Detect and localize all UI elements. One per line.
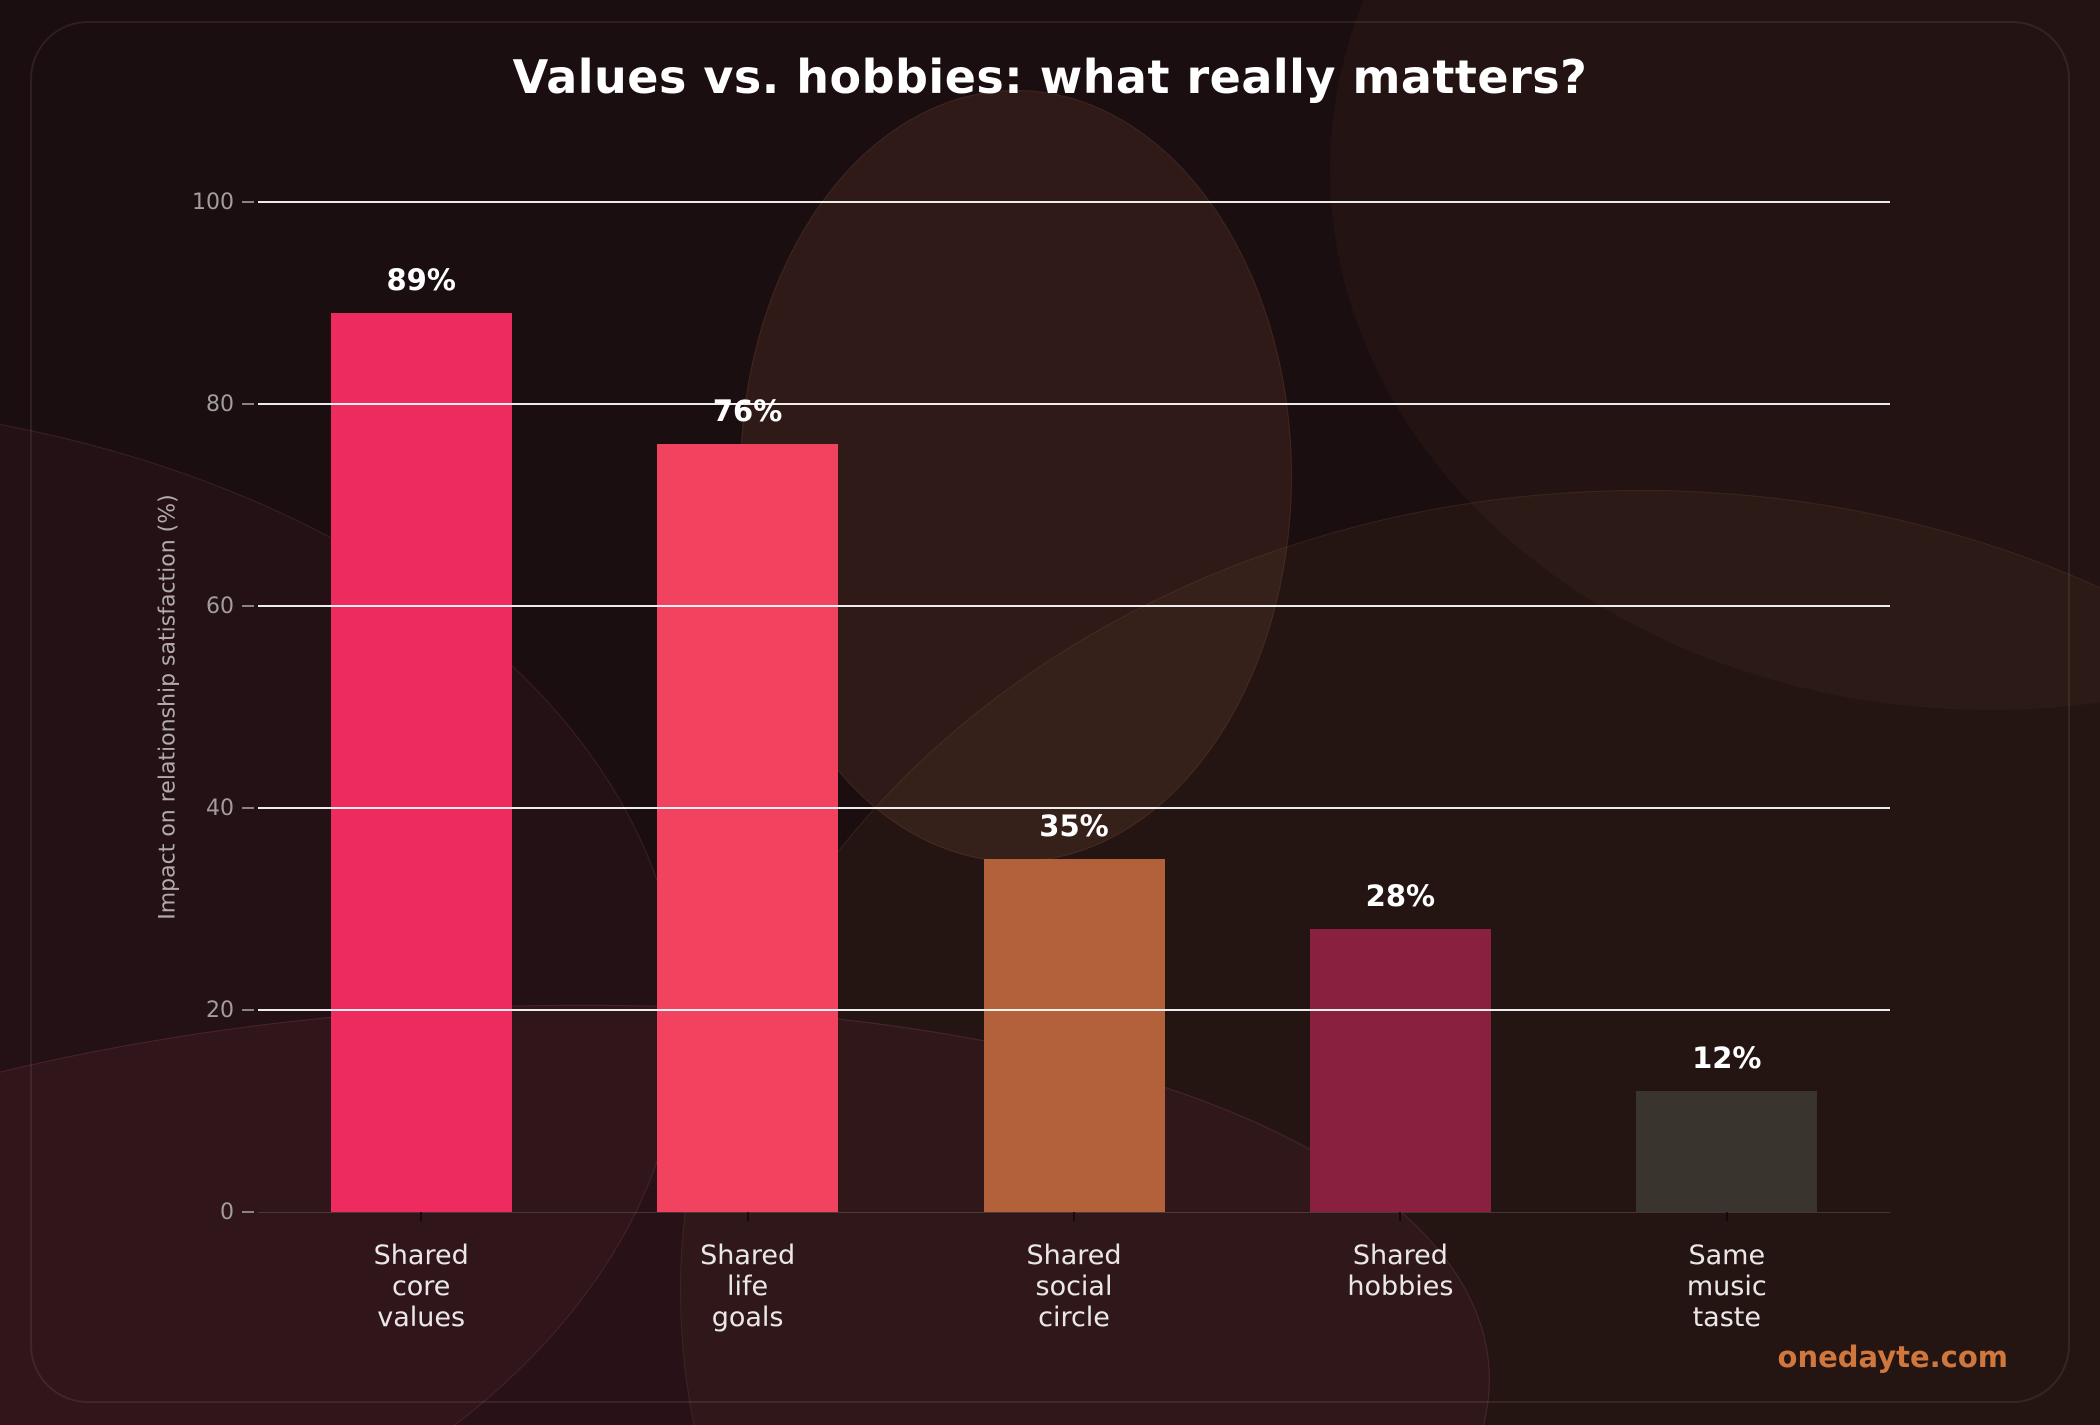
y-tick-mark (242, 201, 254, 203)
y-tick-mark (242, 1009, 254, 1011)
x-category-label-shared-hobbies: Shared hobbies (1347, 1240, 1454, 1302)
bar-value-label-shared-social-circle: 35% (1039, 808, 1109, 843)
x-tick-mark (1073, 1212, 1075, 1221)
x-tick-mark (1399, 1212, 1402, 1221)
x-category-label-shared-life-goals: Shared life goals (700, 1240, 796, 1333)
plot-area: 89% 76% 35% 28% 12% (258, 201, 1890, 1213)
x-category-label-same-music-taste: Same music taste (1686, 1240, 1767, 1333)
y-tick-label: 20 (206, 997, 234, 1023)
bar-shared-core-values (330, 313, 512, 1212)
watermark-link[interactable]: onedayte.com (1777, 1340, 2008, 1374)
chart-title: Values vs. hobbies: what really matters? (512, 50, 1588, 104)
x-tick-mark (746, 1212, 749, 1221)
y-tick-label: 80 (206, 391, 234, 417)
gridline-y-20 (258, 1009, 1890, 1011)
y-axis-label: Impact on relationship satisfaction (%) (155, 494, 181, 920)
y-tick-60: 60 (150, 593, 254, 619)
y-tick-label: 60 (206, 593, 234, 619)
y-tick-mark (242, 403, 254, 405)
bar-value-label-shared-core-values: 89% (386, 263, 456, 298)
y-tick-label: 100 (192, 189, 234, 215)
gridline-y-60 (258, 605, 1890, 607)
y-tick-mark (242, 605, 254, 607)
bar-shared-life-goals (657, 444, 839, 1212)
gridline-y-100 (258, 201, 1890, 203)
y-tick-40: 40 (150, 795, 254, 821)
y-tick-20: 20 (150, 997, 254, 1023)
x-tick-mark (1725, 1212, 1728, 1221)
y-tick-label: 40 (206, 795, 234, 821)
y-tick-100: 100 (150, 189, 254, 215)
bar-same-music-taste (1636, 1090, 1818, 1212)
x-category-label-shared-core-values: Shared core values (373, 1240, 469, 1333)
bar-value-label-same-music-taste: 12% (1692, 1040, 1762, 1075)
gridline-y-40 (258, 807, 1890, 809)
y-tick-mark (242, 807, 254, 809)
x-tick-mark (420, 1212, 423, 1221)
y-tick-label: 0 (220, 1199, 234, 1225)
bar-shared-social-circle (983, 858, 1165, 1212)
y-tick-mark (242, 1211, 254, 1213)
bar-value-label-shared-life-goals: 76% (712, 394, 783, 429)
bar-shared-hobbies (1309, 929, 1491, 1212)
x-category-label-shared-social-circle: Shared social circle (1026, 1240, 1122, 1333)
y-tick-80: 80 (150, 391, 254, 417)
y-tick-0: 0 (150, 1199, 254, 1225)
gridline-y-80 (258, 403, 1890, 405)
bar-value-label-shared-hobbies: 28% (1365, 879, 1436, 914)
